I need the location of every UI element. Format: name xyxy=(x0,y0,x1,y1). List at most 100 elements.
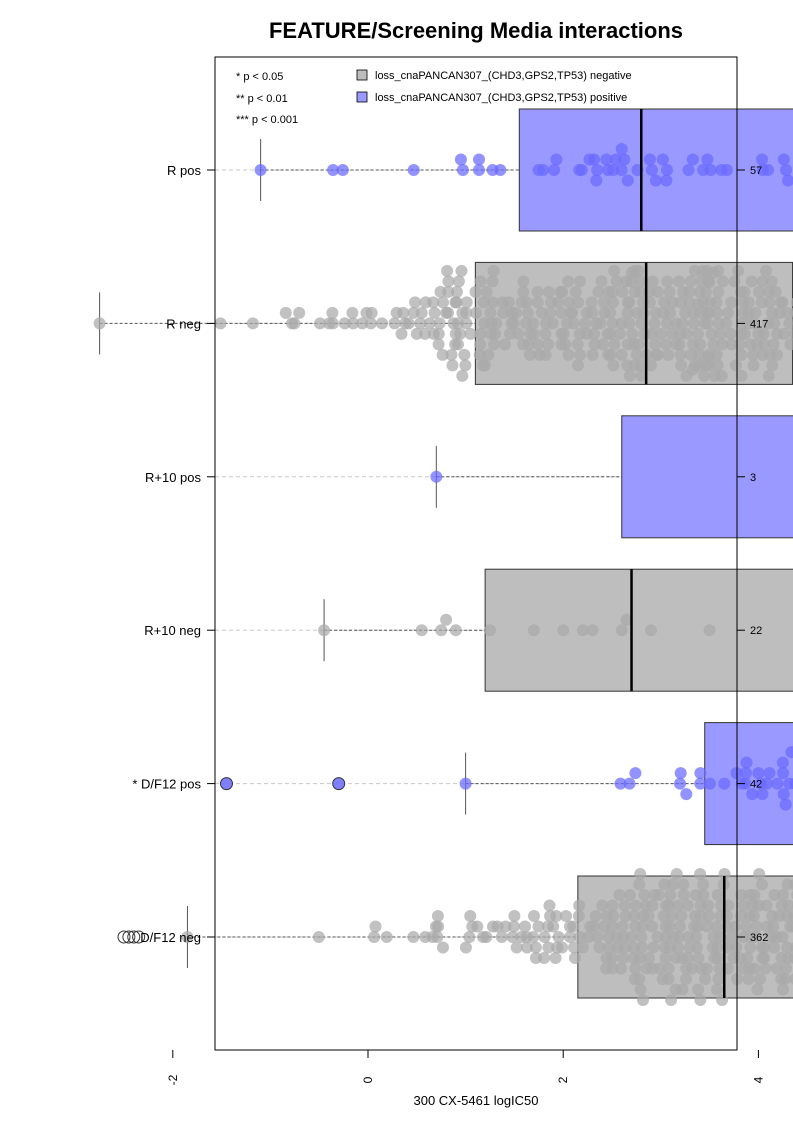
data-point xyxy=(473,164,485,176)
data-point xyxy=(486,164,499,176)
data-point xyxy=(725,338,738,351)
data-point xyxy=(607,296,619,309)
data-point xyxy=(293,306,306,319)
data-point xyxy=(460,296,473,309)
data-point xyxy=(712,285,725,298)
data-point xyxy=(708,952,721,964)
data-point xyxy=(573,931,586,943)
data-point xyxy=(596,899,609,912)
data-point xyxy=(431,910,444,922)
data-point xyxy=(682,931,695,943)
data-point xyxy=(661,317,673,330)
data-point xyxy=(449,327,462,340)
group-count: 42 xyxy=(750,779,762,791)
data-point xyxy=(445,348,458,361)
data-point xyxy=(776,889,789,901)
data-point xyxy=(626,327,639,340)
data-point xyxy=(621,306,634,319)
data-point xyxy=(544,306,557,319)
data-point xyxy=(716,994,729,1006)
data-point xyxy=(487,296,500,309)
data-point xyxy=(618,899,631,912)
data-point xyxy=(790,297,793,307)
x-axis-label: 300 CX-5461 logIC50 xyxy=(413,1093,538,1108)
data-point xyxy=(446,359,459,372)
data-point xyxy=(437,296,449,309)
data-point xyxy=(747,317,760,330)
data-point xyxy=(555,338,568,351)
data-point xyxy=(597,296,610,309)
data-point xyxy=(658,296,671,309)
data-point xyxy=(686,962,699,975)
data-point xyxy=(616,285,629,298)
data-point xyxy=(758,941,771,954)
data-point xyxy=(753,868,766,880)
data-point xyxy=(428,306,441,319)
data-point xyxy=(656,973,669,985)
data-point xyxy=(629,920,642,933)
data-point xyxy=(433,317,446,330)
data-point xyxy=(521,941,533,954)
data-point xyxy=(776,296,789,309)
data-point xyxy=(665,994,678,1006)
data-point xyxy=(760,899,773,912)
data-point xyxy=(574,348,586,361)
data-point xyxy=(586,306,599,319)
group-count: 362 xyxy=(750,932,768,944)
data-point xyxy=(579,317,592,330)
data-point xyxy=(679,306,692,319)
data-point xyxy=(637,306,650,319)
data-point xyxy=(455,264,468,277)
data-point xyxy=(573,164,586,176)
data-point xyxy=(663,941,676,954)
data-point xyxy=(705,327,718,340)
plot-frame xyxy=(214,56,738,1051)
data-point xyxy=(664,889,677,901)
data-point xyxy=(589,910,602,922)
data-point xyxy=(447,317,460,330)
data-point xyxy=(716,275,729,288)
groups-layer: R pos 57 R neg 417 R+10 pos 3 R+10 neg 22 * D/F1… xyxy=(93,108,793,1006)
data-point xyxy=(584,920,597,933)
data-point xyxy=(449,296,462,309)
data-point xyxy=(677,889,690,901)
data-point xyxy=(677,878,690,891)
data-point xyxy=(700,962,713,975)
data-point xyxy=(531,338,544,351)
data-point xyxy=(336,164,349,176)
data-point xyxy=(549,952,562,964)
data-point xyxy=(619,941,631,954)
data-point xyxy=(720,317,733,330)
data-point xyxy=(632,338,645,351)
data-point xyxy=(480,285,493,298)
data-point xyxy=(788,328,793,340)
data-point xyxy=(607,164,620,176)
data-point xyxy=(369,920,382,933)
data-point xyxy=(588,338,601,351)
data-point xyxy=(689,889,702,901)
data-point xyxy=(588,327,601,340)
data-point xyxy=(606,285,619,298)
data-point xyxy=(547,920,560,933)
data-point xyxy=(606,317,619,330)
data-point xyxy=(476,359,489,372)
outlier-point xyxy=(332,777,346,791)
data-point xyxy=(652,285,665,298)
data-point xyxy=(442,275,455,288)
data-point xyxy=(777,767,790,780)
data-point xyxy=(638,889,651,901)
data-point xyxy=(591,931,604,943)
data-point xyxy=(643,153,656,166)
data-point xyxy=(728,275,741,288)
data-point xyxy=(628,910,640,922)
group-label: R+10 neg xyxy=(144,623,201,638)
data-point xyxy=(441,264,454,277)
data-point xyxy=(653,962,666,975)
sig-legend-2: ** p < 0.01 xyxy=(236,93,288,105)
data-point xyxy=(700,359,712,371)
data-point xyxy=(761,317,774,330)
x-tick-label: 0 xyxy=(361,1076,375,1083)
data-point xyxy=(346,306,359,319)
data-point xyxy=(436,348,449,361)
data-point xyxy=(615,143,628,155)
